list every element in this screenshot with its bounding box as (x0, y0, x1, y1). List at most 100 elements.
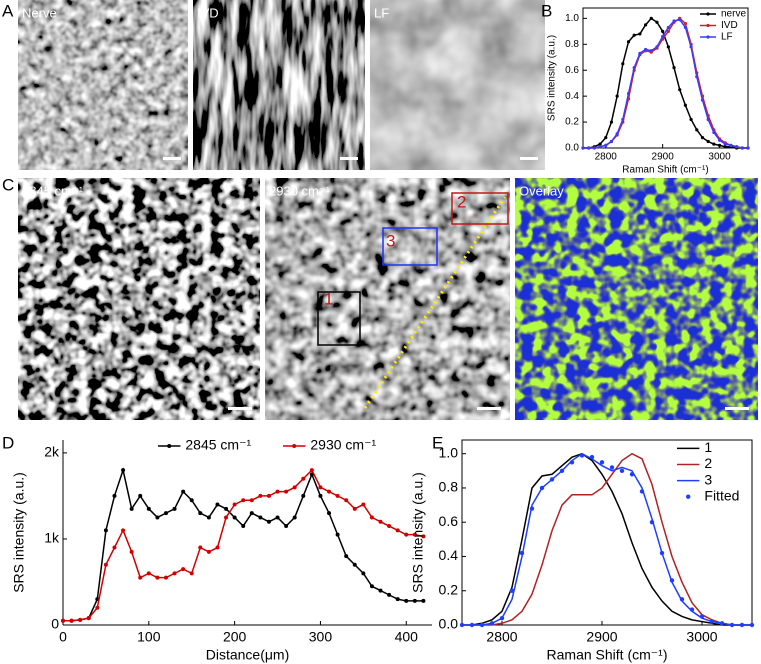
y-axis-label: SRS intensity (a.u.) (409, 472, 425, 593)
data-point (198, 511, 203, 516)
roi-box (317, 291, 361, 346)
data-point (719, 621, 725, 626)
y-tick-label: 1k (44, 530, 60, 546)
data-point (469, 622, 475, 628)
data-point (609, 139, 614, 144)
data-point (146, 506, 151, 511)
data-point (378, 588, 383, 593)
data-point (266, 493, 271, 498)
data-point (709, 619, 715, 624)
data-point (172, 506, 177, 511)
x-tick-label: 300 (309, 628, 333, 644)
data-point (655, 20, 659, 24)
data-point (661, 34, 665, 39)
data-point (683, 21, 688, 26)
data-point (621, 62, 625, 66)
data-point (678, 88, 682, 92)
data-point (155, 575, 160, 580)
data-point (275, 489, 280, 494)
data-point (421, 598, 426, 603)
x-tick-label: 0 (59, 628, 67, 644)
data-point (749, 622, 755, 628)
legend-label: LF (721, 32, 733, 43)
data-point (643, 23, 648, 27)
data-point (344, 498, 349, 503)
lf-image (370, 0, 545, 170)
data-point (215, 545, 220, 550)
data-point (198, 545, 203, 550)
x-axis-label: Raman Shift (cm⁻¹) (547, 647, 668, 663)
data-point (78, 617, 83, 622)
image-label: LF (374, 5, 389, 20)
data-point (129, 549, 134, 554)
data-point (604, 143, 608, 148)
data-point (499, 615, 505, 621)
data-point (729, 143, 733, 148)
data-point (369, 515, 374, 520)
legend-label: 2930 cm⁻¹ (310, 437, 376, 453)
data-point (712, 130, 716, 135)
image-2930 (265, 178, 510, 420)
data-point (232, 502, 237, 507)
data-point (459, 622, 465, 628)
data-point (678, 18, 682, 22)
y-tick-label: 0.6 (439, 513, 459, 529)
data-point (632, 33, 636, 37)
data-point (695, 75, 699, 79)
image-label: Overlay (519, 183, 564, 198)
data-point (661, 29, 665, 33)
data-point (404, 598, 409, 603)
y-tick-label: 0.2 (565, 117, 579, 128)
data-point (638, 51, 642, 55)
data-point (587, 146, 591, 150)
x-tick-label: 3000 (686, 628, 717, 644)
panel-letter: E (432, 433, 443, 452)
data-point (700, 98, 705, 102)
y-tick-label: 0.8 (439, 479, 459, 495)
legend-label: 1 (704, 439, 712, 455)
panel-letter: D (2, 433, 14, 452)
image-label: 2930 cm⁻¹ (269, 183, 331, 198)
data-point (672, 19, 676, 23)
data-point (146, 571, 151, 576)
data-point (529, 506, 535, 511)
data-point (672, 66, 676, 70)
data-point (121, 468, 126, 473)
data-point (599, 460, 605, 465)
data-point (163, 575, 168, 580)
data-point (189, 498, 194, 503)
data-point (369, 584, 374, 589)
data-point (292, 515, 297, 520)
y-tick-label: 1.0 (565, 13, 579, 24)
x-tick-label: 200 (223, 628, 247, 644)
data-point (579, 453, 585, 458)
panel-letter: A (2, 1, 14, 20)
data-point (284, 489, 289, 494)
data-point (717, 138, 722, 142)
data-point (112, 545, 117, 550)
legend-marker (706, 12, 710, 16)
panel-letter: C (2, 175, 14, 194)
roi-label: 2 (457, 192, 466, 211)
data-point (181, 489, 186, 494)
data-point (666, 45, 670, 49)
x-tick-label: 2900 (652, 152, 675, 163)
data-point (189, 571, 194, 576)
x-tick-label: 400 (395, 628, 419, 644)
data-point (412, 532, 417, 537)
roi-box (451, 192, 509, 225)
data-point (699, 614, 705, 619)
data-point (387, 592, 392, 597)
y-tick-label: 0.8 (565, 39, 579, 50)
data-point (395, 597, 400, 602)
x-axis-label: Distance(μm) (206, 647, 290, 663)
data-point (706, 139, 710, 144)
data-point (206, 549, 211, 554)
data-point (638, 32, 642, 36)
data-point (241, 498, 246, 503)
data-point (129, 506, 134, 511)
y-tick-label: 0 (51, 616, 59, 632)
data-point (626, 40, 631, 44)
x-tick-label: 2800 (595, 152, 618, 163)
